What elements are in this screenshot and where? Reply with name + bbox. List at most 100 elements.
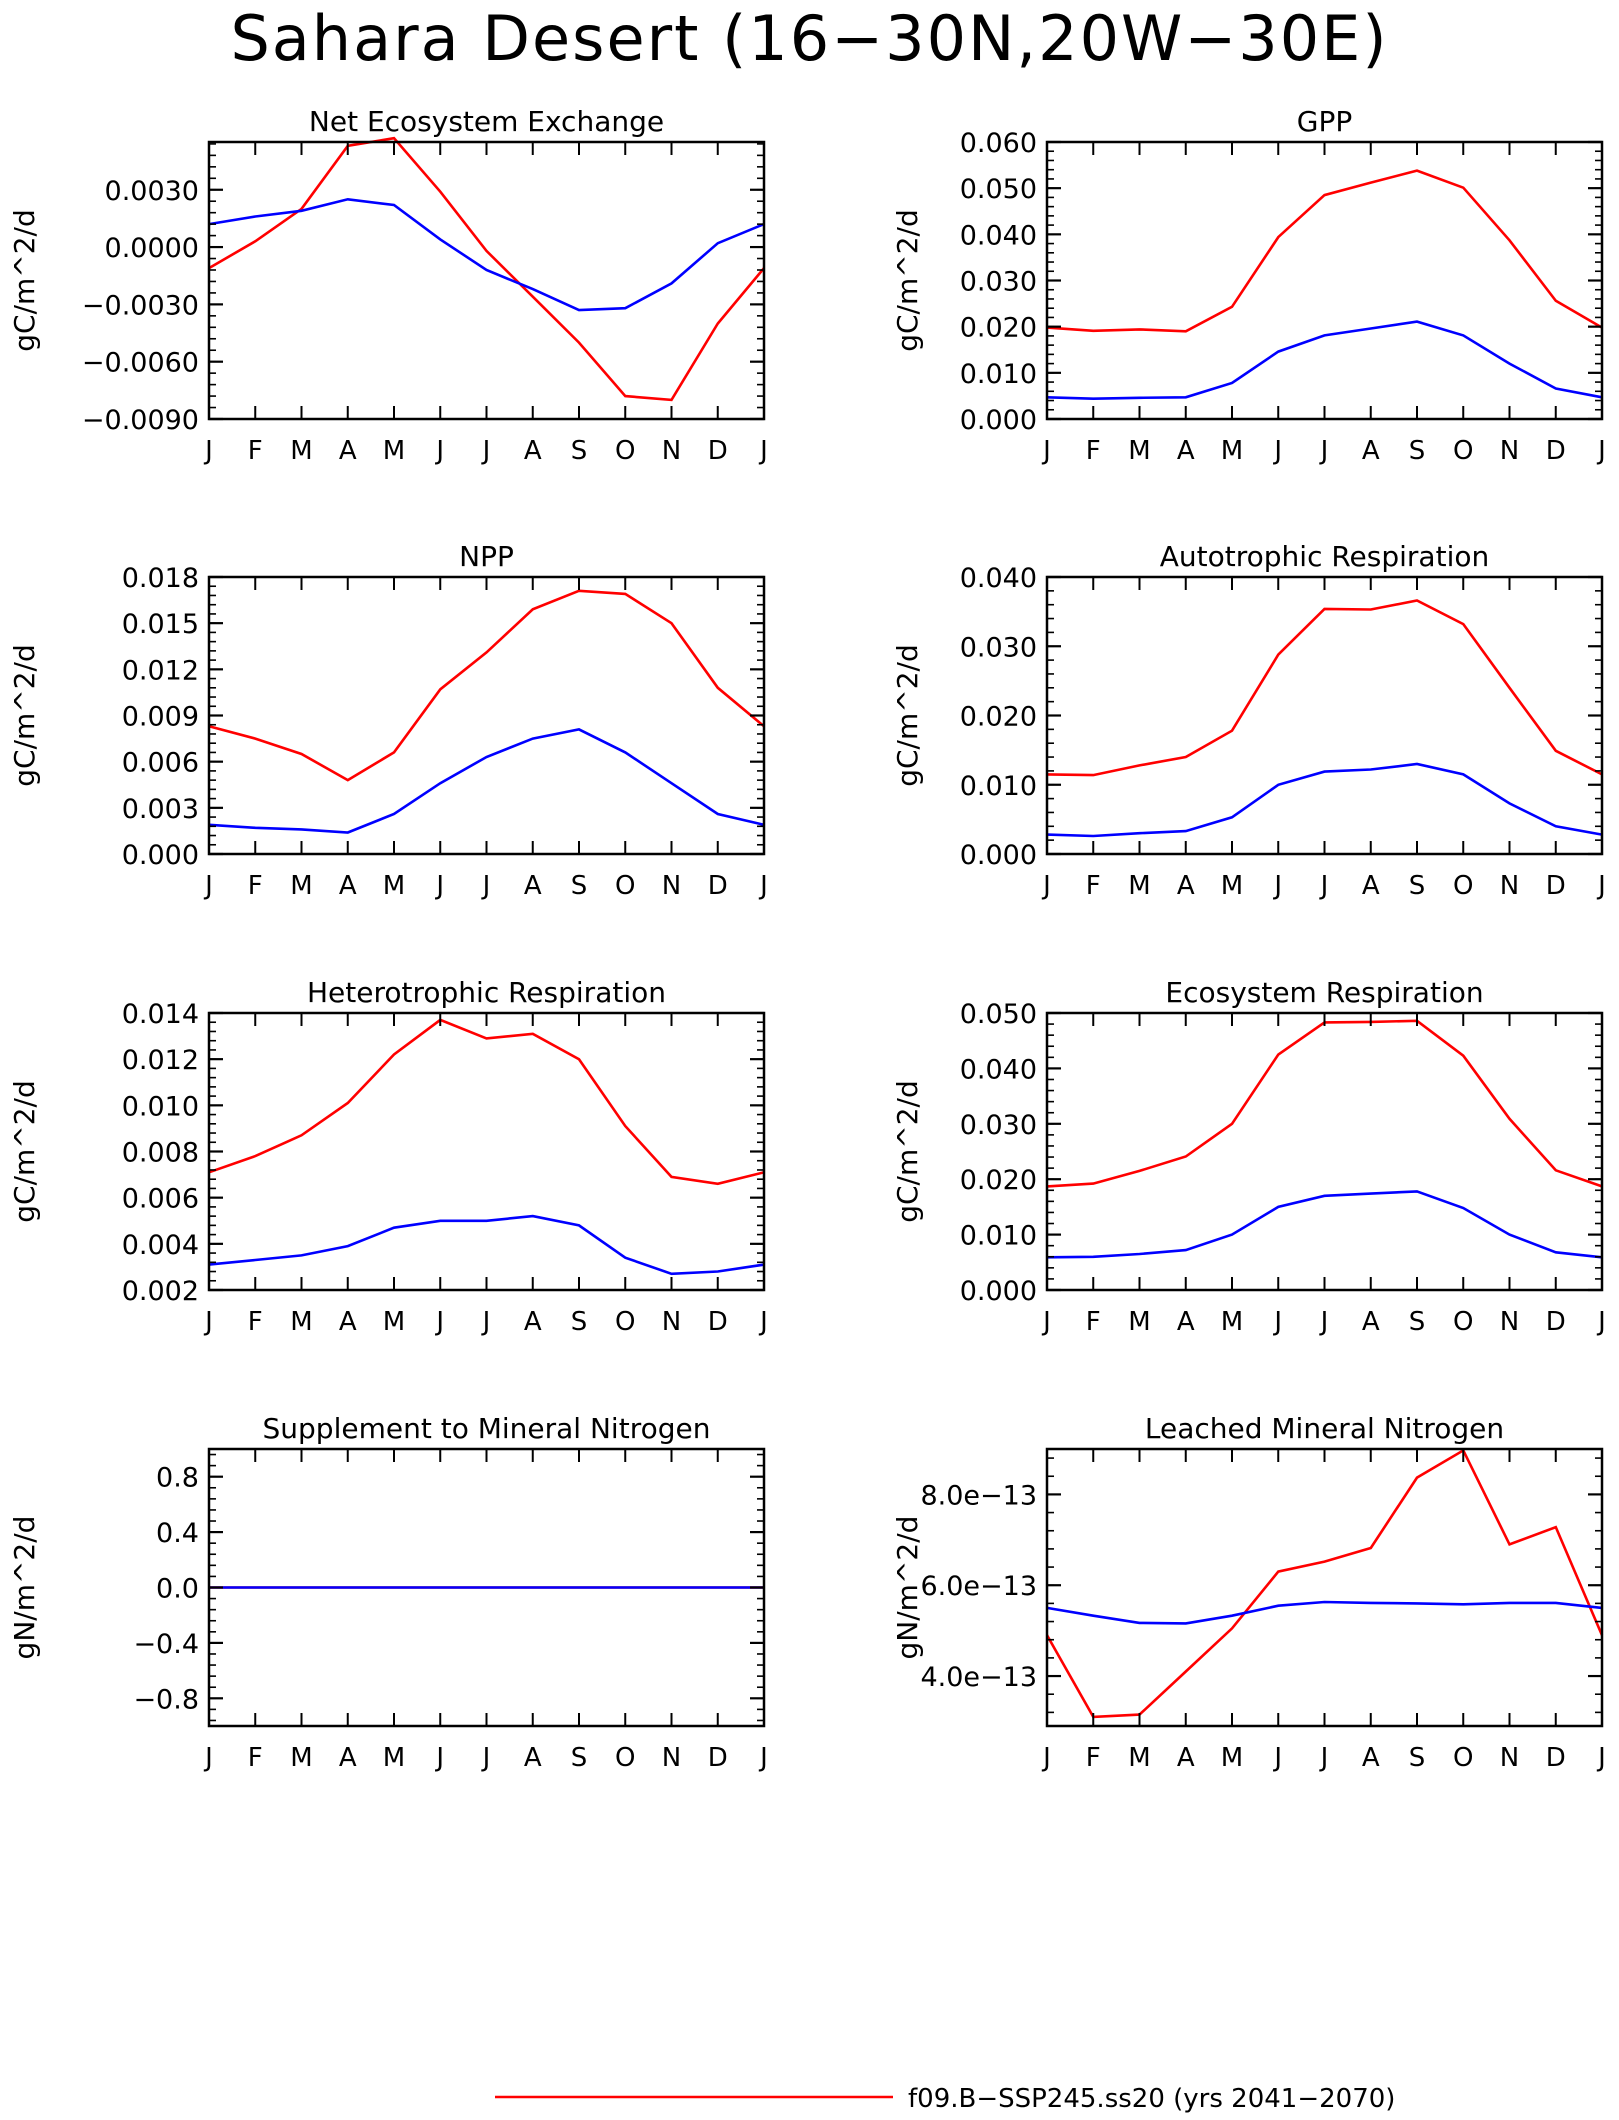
y-tick-label: 0.014 xyxy=(122,999,199,1030)
y-tick-label: 0.006 xyxy=(122,1184,199,1215)
x-tick-label: S xyxy=(571,871,588,901)
y-tick-label: 0.002 xyxy=(122,1276,199,1307)
x-tick-label: M xyxy=(1221,871,1243,901)
y-tick-label: 0.000 xyxy=(960,405,1037,436)
x-tick-label: M xyxy=(290,1743,312,1773)
x-tick-label: J xyxy=(1319,436,1329,466)
plot-frame xyxy=(1045,1447,1604,1728)
series-line xyxy=(1046,1019,1603,1188)
y-tick-label: 0.030 xyxy=(960,632,1037,663)
x-tick-label: F xyxy=(1086,436,1101,466)
x-tick-label: J xyxy=(481,871,491,901)
x-tick-label: F xyxy=(1086,871,1101,901)
x-tick-label: O xyxy=(615,1743,635,1773)
chart-panel-3: J F M A M J J A S O N D J0.0000.0030.0060.0090.0120.… xyxy=(8,540,768,901)
x-tick-label: F xyxy=(248,436,263,466)
x-tick-label: M xyxy=(290,871,312,901)
x-tick-label: S xyxy=(571,1743,588,1773)
y-tick-label: 0.000 xyxy=(960,840,1037,871)
x-tick-label: S xyxy=(1409,1307,1426,1337)
x-tick-label: O xyxy=(615,1307,635,1337)
y-tick-label: 0.020 xyxy=(960,1165,1037,1196)
x-tick-label: N xyxy=(1500,871,1519,901)
x-tick-label: J xyxy=(203,871,213,901)
x-tick-label: D xyxy=(708,436,728,466)
y-tick-label: 8.0e−13 xyxy=(920,1480,1037,1511)
x-tick-label: M xyxy=(1221,436,1243,466)
x-tick-label: D xyxy=(708,871,728,901)
y-tick-label: 4.0e−13 xyxy=(920,1662,1037,1693)
y-axis-label: gN/m^2/d xyxy=(891,1516,924,1660)
x-tick-label: A xyxy=(1177,1307,1195,1337)
x-tick-label: J xyxy=(1041,436,1051,466)
y-tick-label: 0.004 xyxy=(122,1230,199,1261)
x-tick-label: D xyxy=(708,1307,728,1337)
plot-frame xyxy=(207,140,766,421)
x-tick-label: M xyxy=(383,871,405,901)
y-tick-label: 6.0e−13 xyxy=(920,1571,1037,1602)
x-tick-label: D xyxy=(1546,1743,1566,1773)
x-tick-label: F xyxy=(1086,1743,1101,1773)
plot-frame xyxy=(1045,575,1604,856)
series-line xyxy=(1046,762,1603,838)
x-tick-label: J xyxy=(1041,1743,1051,1773)
x-tick-label: M xyxy=(1221,1743,1243,1773)
x-tick-label: S xyxy=(1409,871,1426,901)
y-tick-label: −0.0030 xyxy=(82,290,199,321)
y-tick-label: 0.010 xyxy=(960,1221,1037,1252)
chart-title: Supplement to Mineral Nitrogen xyxy=(263,1412,711,1445)
x-tick-label: F xyxy=(248,1743,263,1773)
series-line xyxy=(1046,1600,1603,1625)
x-tick-label: O xyxy=(1453,1743,1473,1773)
x-tick-label: F xyxy=(248,1307,263,1337)
x-tick-label: J xyxy=(1272,1307,1282,1337)
y-tick-label: −0.8 xyxy=(133,1684,199,1715)
chart-panel-2: J F M A M J J A S O N D J0.0000.0100.0200.0300.0400.… xyxy=(891,105,1606,466)
y-tick-label: 0.009 xyxy=(122,702,199,733)
x-tick-label: M xyxy=(1128,871,1150,901)
x-tick-label: N xyxy=(1500,436,1519,466)
y-tick-label: 0.020 xyxy=(960,702,1037,733)
x-tick-label: S xyxy=(571,1307,588,1337)
x-tick-label: J xyxy=(758,1743,768,1773)
series-line xyxy=(208,136,765,402)
y-axis-label: gC/m^2/d xyxy=(8,1080,41,1223)
series-line xyxy=(1046,169,1603,333)
y-axis-label: gC/m^2/d xyxy=(891,209,924,352)
x-tick-label: N xyxy=(662,1743,681,1773)
x-tick-label: J xyxy=(1596,871,1606,901)
y-tick-label: 0.050 xyxy=(960,999,1037,1030)
x-tick-label: A xyxy=(1177,436,1195,466)
x-tick-label: A xyxy=(1362,1743,1380,1773)
y-axis-label: gC/m^2/d xyxy=(8,644,41,787)
x-tick-label: S xyxy=(1409,1743,1426,1773)
y-tick-label: −0.0060 xyxy=(82,348,199,379)
chart-panel-8: J F M A M J J A S O N D J4.0e−136.0e−138.0e−13Leache… xyxy=(891,1412,1606,1773)
chart-panel-6: J F M A M J J A S O N D J0.0000.0100.0200.0300.0400.… xyxy=(891,976,1606,1337)
x-tick-label: M xyxy=(290,1307,312,1337)
x-tick-label: A xyxy=(1362,436,1380,466)
chart-title: Heterotrophic Respiration xyxy=(307,976,666,1009)
chart-title: Autotrophic Respiration xyxy=(1160,540,1489,573)
y-tick-label: 0.018 xyxy=(122,563,199,594)
x-tick-label: J xyxy=(203,436,213,466)
y-tick-label: 0.010 xyxy=(960,771,1037,802)
x-tick-label: M xyxy=(1221,1307,1243,1337)
chart-title: Leached Mineral Nitrogen xyxy=(1145,1412,1504,1445)
x-tick-label: N xyxy=(662,871,681,901)
x-tick-label: A xyxy=(524,871,542,901)
series-line xyxy=(1046,1190,1603,1259)
series-line xyxy=(208,589,765,782)
chart-panel-4: J F M A M J J A S O N D J0.0000.0100.0200.0300.040Au… xyxy=(891,540,1606,901)
x-tick-label: J xyxy=(434,1743,444,1773)
x-tick-label: S xyxy=(571,436,588,466)
x-tick-label: J xyxy=(203,1307,213,1337)
chart-title: Ecosystem Respiration xyxy=(1165,976,1483,1009)
x-tick-label: A xyxy=(1362,1307,1380,1337)
x-tick-label: J xyxy=(434,436,444,466)
x-tick-label: F xyxy=(1086,1307,1101,1337)
y-tick-label: 0.010 xyxy=(122,1091,199,1122)
series-line xyxy=(208,197,765,312)
x-tick-label: N xyxy=(662,1307,681,1337)
